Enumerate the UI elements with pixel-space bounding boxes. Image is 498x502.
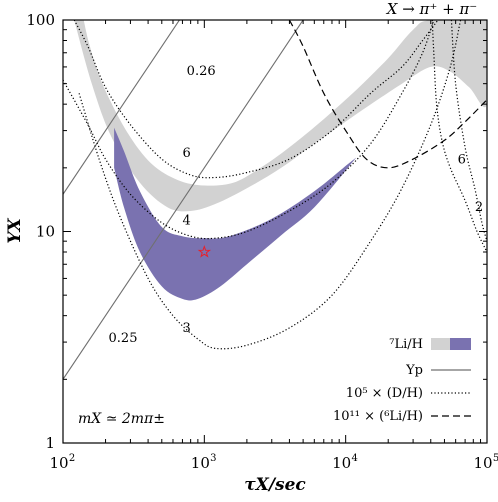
legend-swatch-li7-purple [450,338,471,350]
mass-annotation: mX ≃ 2mπ± [78,411,165,427]
curve-label: 6 [182,146,190,161]
legend-label: 10⁵ × (D/H) [346,386,423,401]
curve-label: 0.25 [109,331,138,346]
y-tick-label: 10 [36,223,55,241]
li7-band [74,20,487,212]
series-line-1 [63,20,304,380]
curve-label: 4 [182,213,190,228]
series-line-2 [73,20,439,179]
x-tick-exponent: 5 [493,453,498,464]
chart-title: X → π⁺ + π⁻ [386,0,477,18]
best-fit-star [197,244,212,258]
curve-label: 3 [182,321,190,336]
plot-area [63,20,487,380]
legend-label: 10¹¹ × (⁶Li/H) [333,409,423,424]
x-tick-label: 10 [332,454,351,472]
curve-label: 2 [475,200,483,215]
legend-swatch-li7-grey [431,338,450,350]
x-tick-label: 10 [49,454,68,472]
curve-labels: 0.26 0.25 6 4 3 6 2 [109,64,484,346]
x-tick-label: 10 [191,454,210,472]
plot-frame [62,19,488,444]
y-tick-label: 1 [45,434,55,452]
allowed-region [114,127,357,301]
legend-label: ⁷Li/H [389,337,423,352]
y-tick-label: 100 [26,11,55,29]
legend-label: Yp [405,363,423,378]
series-line-4 [78,20,462,350]
series-line-0 [63,20,181,195]
curve-label: 0.26 [187,64,216,79]
curve-label: 6 [458,152,466,167]
x-tick-exponent: 2 [69,453,75,464]
x-tick-label: 10 [473,454,492,472]
x-tick-exponent: 3 [210,453,216,464]
x-tick-exponent: 4 [351,453,357,464]
legend: ⁷Li/H Yp 10⁵ × (D/H) 10¹¹ × (⁶Li/H) [333,337,471,424]
y-axis-label: YX [5,218,25,244]
x-axis-label: τX/sec [244,475,306,495]
